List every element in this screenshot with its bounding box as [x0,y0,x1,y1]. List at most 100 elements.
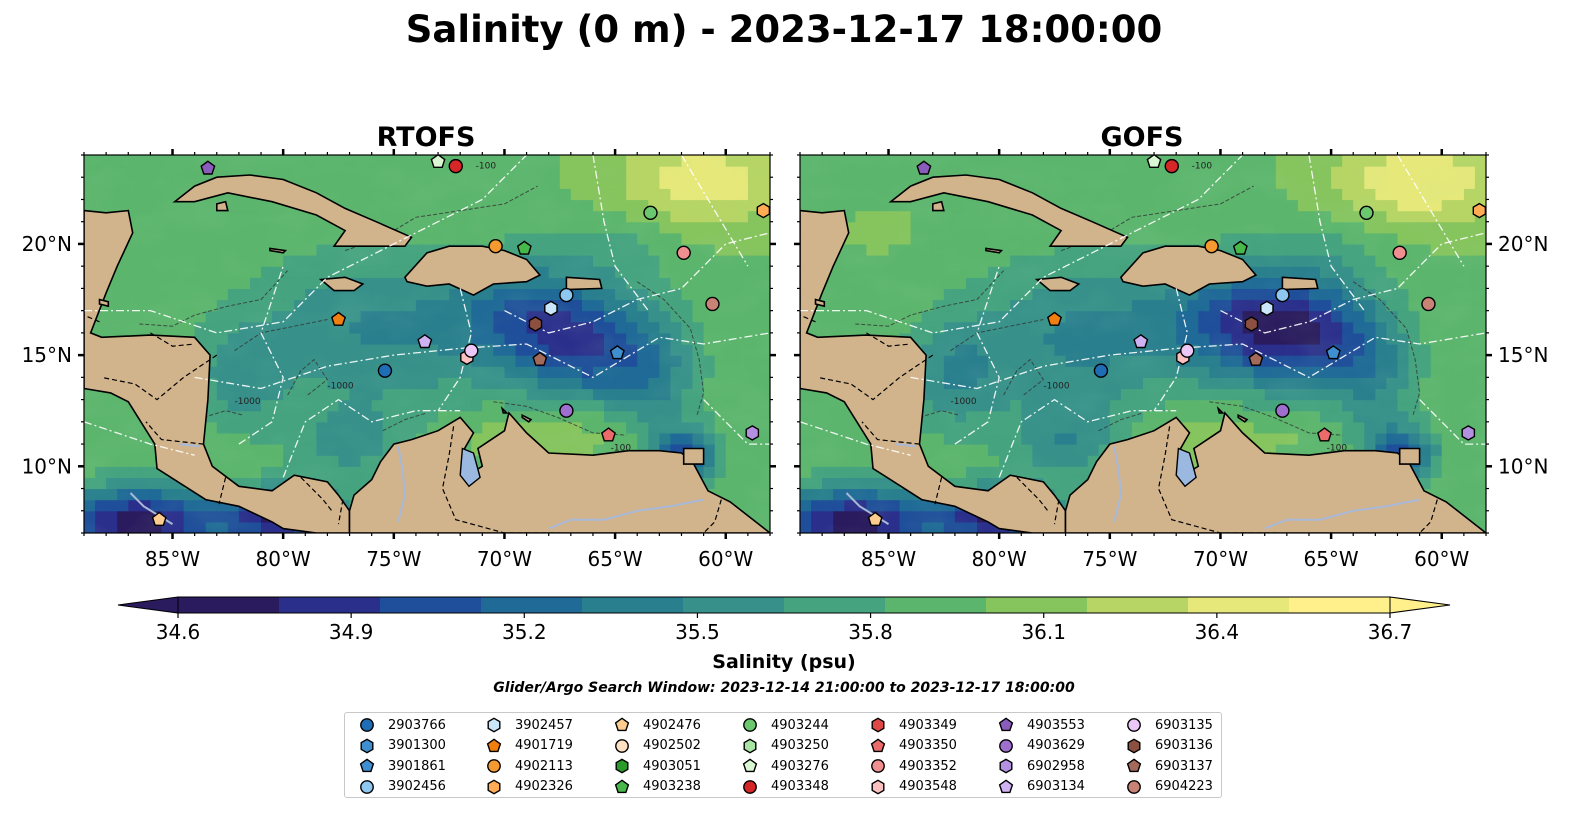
legend-item-4903250: 4903250 [741,736,829,756]
colorbar-tick-label: 35.8 [848,620,893,644]
legend-item-3901861: 3901861 [358,756,446,776]
country-border [337,499,344,525]
country-border [441,426,561,533]
circle-marker-icon [1127,779,1141,794]
eez-boundary [680,155,749,267]
eez-boundary [1308,155,1365,311]
x-tick-label: 80°W [256,547,311,571]
colorbar-tick-label: 36.1 [1021,620,1066,644]
country-border [218,477,227,505]
legend-item-4902502: 4902502 [613,736,701,756]
legend-marker-4903348 [743,779,757,794]
land-polygon [1237,413,1249,423]
country-border [145,421,204,445]
country-border [702,499,722,533]
land-polygon [98,298,110,308]
land-polygon [318,276,365,292]
eez-boundary [194,332,770,390]
legend-marker-4902113 [487,759,501,773]
legend-label: 4903276 [771,758,829,774]
colorbar-tick-label: 36.4 [1195,620,1240,644]
legend-item-4902476: 4902476 [613,715,701,735]
eez-boundary [954,265,1000,445]
country-border [1016,476,1049,512]
pentagon-marker-icon [742,758,758,773]
float-marker-6904223 [1421,296,1436,312]
float-marker-3901861 [1325,345,1341,360]
hexagon-marker-icon [999,758,1013,774]
country-border [800,314,816,323]
y-tick-label: 20°N [1498,232,1548,256]
land-polygon [172,174,413,247]
circle-marker-icon [743,779,757,794]
legend-marker-3901300 [360,737,374,754]
y-tick-label: 15°N [1498,343,1548,367]
contour-label: -100 [611,444,632,454]
colorbar-extend-max [1389,596,1451,614]
colorbar-segment [683,597,785,613]
legend-marker-4903349 [871,717,885,733]
hexagon-marker-icon [360,737,374,754]
legend-label: 3902456 [388,779,446,794]
colorbar-segment [885,597,987,613]
eez-boundary [592,155,649,311]
lake-maracaibo [1175,447,1197,488]
legend-marker-4903352 [871,759,885,773]
float-marker-6902958 [1461,425,1476,441]
float-marker-4903352 [1392,245,1407,261]
float-marker-4902113 [1204,238,1219,254]
float-marker-4902326 [756,202,770,219]
bathymetry-contour [287,358,329,396]
circle-marker-icon [487,759,501,773]
legend-marker-6904223 [1127,779,1141,794]
hexagon-marker-icon [487,717,501,733]
colorbar-tick-label: 36.7 [1368,620,1413,644]
country-border [817,354,934,401]
colorbar-segment [1289,597,1391,613]
contour-label: -1000 [950,397,976,407]
float-marker-4901719 [330,311,347,326]
circle-marker-icon [615,738,629,753]
map-frame [799,154,1487,534]
legend-label: 6903134 [1027,779,1085,794]
pentagon-marker-icon [614,778,630,793]
legend-item-6903134: 6903134 [997,777,1085,797]
legend-marker-6902958 [999,758,1013,774]
y-tick-label: 10°N [22,454,72,478]
circle-marker-icon [999,738,1013,753]
float-marker-4903553 [200,160,216,175]
eez-boundary [1396,155,1465,267]
river-line [1264,498,1420,530]
float-marker-3902456 [559,287,574,303]
legend-item-4903244: 4903244 [741,715,829,735]
land-polygon [1034,276,1081,292]
legend-item-3902457: 3902457 [485,715,573,735]
x-tick-label: 75°W [366,547,421,571]
legend-item-3901300: 3901300 [358,736,446,756]
float-marker-4903238 [516,240,532,255]
legend-label: 4903244 [771,717,829,733]
lake-maracaibo [459,447,481,488]
legend-marker-4903238 [614,778,630,793]
land-polygon [269,247,288,254]
colorbar-segment [784,597,886,613]
float-marker-6903137 [532,351,548,366]
colorbar: 34.6 34.9 35.2 35.5 35.8 36.1 36.4 36.7 [117,596,1451,644]
legend-marker-4903629 [999,738,1013,753]
float-marker-4903350 [600,427,616,442]
land-polygon [985,247,1004,254]
float-marker-4903629 [1275,403,1290,418]
colorbar-frame [177,596,1391,614]
float-marker-4903352 [676,245,691,261]
bathymetry-contour [234,319,328,352]
legend-label: 6902958 [1027,758,1085,774]
legend-marker-3901861 [359,758,375,773]
country-border [934,477,943,505]
colorbar-tick-label: 34.6 [156,620,201,644]
panel-title-gofs: GOFS [1100,122,1183,153]
bathymetry-contour [382,412,428,432]
legend-marker-4903350 [870,737,886,752]
hexagon-marker-icon [487,778,501,795]
hexagon-marker-icon [743,737,757,754]
axis-ticks [78,149,776,539]
